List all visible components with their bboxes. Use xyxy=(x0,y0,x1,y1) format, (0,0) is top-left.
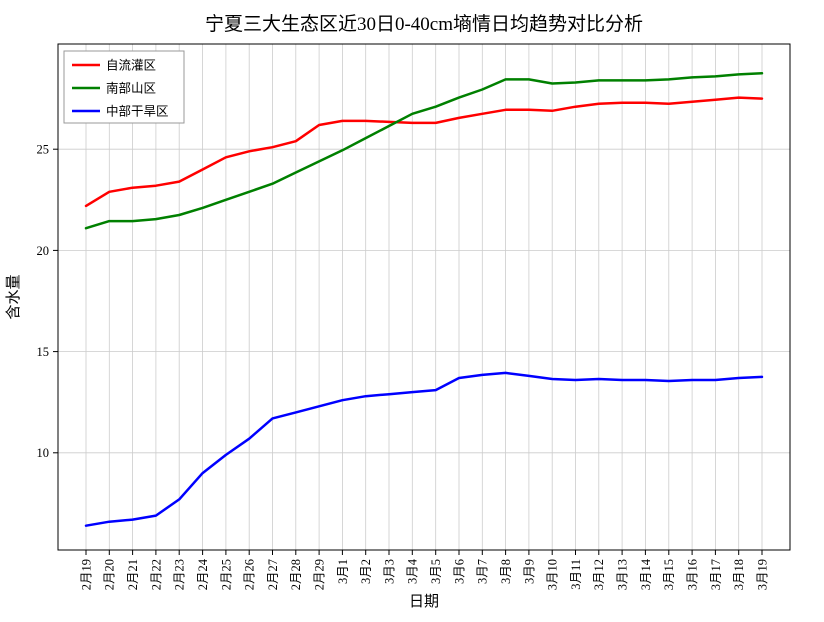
y-axis-label: 含水量 xyxy=(5,274,22,319)
x-tick-label: 2月28 xyxy=(289,559,303,590)
grid xyxy=(58,44,790,550)
x-tick-label: 3月10 xyxy=(546,559,560,590)
x-tick-label: 2月20 xyxy=(103,559,117,590)
x-tick-label: 3月9 xyxy=(522,559,536,584)
plot-border xyxy=(57,43,791,551)
x-tick-label: 2月21 xyxy=(126,559,140,590)
x-tick-label: 3月6 xyxy=(452,559,466,584)
x-tick-label: 3月12 xyxy=(592,559,606,590)
x-tick-label: 3月1 xyxy=(336,559,350,584)
series-lines xyxy=(84,72,764,527)
x-tick-label: 3月15 xyxy=(662,559,676,590)
x-tick-label: 3月11 xyxy=(569,559,583,590)
x-tick-label: 3月2 xyxy=(359,559,373,584)
legend-label-1: 南部山区 xyxy=(106,80,156,95)
x-tick-label: 3月8 xyxy=(499,559,513,584)
x-tick-label: 2月24 xyxy=(196,558,210,590)
x-tick-label: 3月3 xyxy=(382,559,396,584)
axis-ticks: 2月19 2月20 2月21 2月22 2月23 2月24 2月25 2月26 2月27 2月28… xyxy=(37,143,770,591)
x-tick-label: 3月19 xyxy=(755,559,769,590)
x-axis-label: 日期 xyxy=(409,593,439,610)
legend-label-0: 自流灌区 xyxy=(106,58,156,72)
y-tick-label: 25 xyxy=(37,143,50,157)
x-tick-label: 3月13 xyxy=(615,559,629,590)
x-tick-label: 2月19 xyxy=(79,559,93,590)
x-tick-label: 2月23 xyxy=(173,559,187,590)
x-tick-label: 3月5 xyxy=(429,559,443,584)
legend-label-2: 中部干旱区 xyxy=(106,103,169,118)
x-tick-label: 3月14 xyxy=(639,558,653,590)
x-tick-label: 2月27 xyxy=(266,559,280,590)
x-tick-label: 3月18 xyxy=(732,559,746,590)
x-tick-label: 3月7 xyxy=(476,559,490,584)
x-tick-label: 2月25 xyxy=(219,559,233,590)
x-tick-label: 3月16 xyxy=(685,559,699,590)
y-tick-label: 15 xyxy=(37,345,50,359)
series-line-1 xyxy=(84,72,764,230)
x-tick-label: 2月26 xyxy=(243,559,257,590)
x-tick-label: 2月22 xyxy=(149,559,163,590)
x-tick-label: 3月17 xyxy=(709,559,723,590)
x-tick-label: 2月29 xyxy=(312,559,326,590)
chart-title: 宁夏三大生态区近30日0-40cm墒情日均趋势对比分析 xyxy=(205,13,643,35)
y-tick-label: 20 xyxy=(37,244,50,258)
series-line-0 xyxy=(84,96,764,208)
y-tick-label: 10 xyxy=(37,446,50,460)
series-line-2 xyxy=(84,371,764,527)
x-tick-label: 3月4 xyxy=(406,558,420,584)
